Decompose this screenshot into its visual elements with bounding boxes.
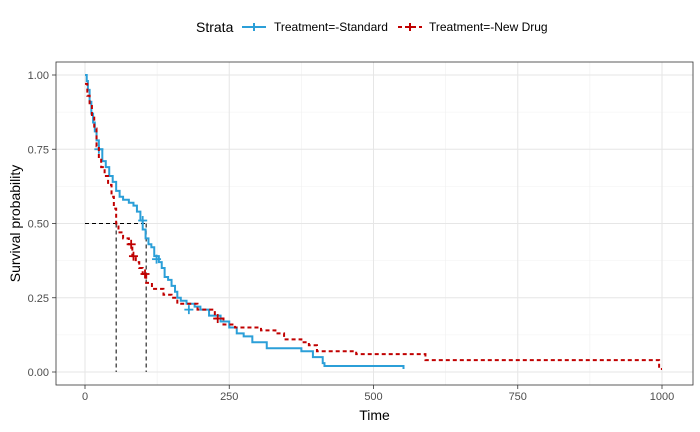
new-drug-censor-mark	[128, 251, 138, 261]
y-tick-label: 0.00	[28, 367, 49, 379]
legend-label: Treatment=-Standard	[274, 20, 388, 34]
standard-censor-mark	[184, 305, 194, 315]
legend-item-standard: Treatment=-Standard	[242, 20, 388, 34]
x-tick-label: 1000	[650, 391, 674, 403]
legend: Strata Treatment=-Standard Treatment=-New…	[196, 19, 548, 35]
x-tick-label: 0	[82, 391, 88, 403]
new-drug-survival-curve	[85, 82, 662, 371]
standard-censor-mark	[152, 254, 162, 264]
new-drug-censor-mark	[213, 314, 223, 324]
y-axis-title: Survival probability	[7, 165, 23, 283]
axes: 0 250 500 750 1000 0.00 0.25 0.50 0.75 1.00	[28, 70, 675, 403]
x-tick-label: 500	[364, 391, 382, 403]
y-tick-label: 0.75	[28, 144, 49, 156]
x-tick-label: 750	[509, 391, 527, 403]
new-drug-censor-mark	[140, 269, 150, 279]
x-tick-label: 250	[220, 391, 238, 403]
standard-censor-mark	[138, 216, 148, 226]
legend-label: Treatment=-New Drug	[429, 20, 548, 34]
grid	[56, 62, 693, 385]
new-drug-censor-mark	[126, 239, 136, 249]
x-axis-title: Time	[359, 407, 390, 423]
y-tick-label: 0.50	[28, 219, 49, 231]
legend-items: Treatment=-Standard Treatment=-New Drug	[242, 20, 548, 34]
legend-title: Strata	[196, 19, 234, 35]
legend-item-new-drug: Treatment=-New Drug	[398, 20, 548, 34]
y-tick-label: 1.00	[28, 70, 49, 82]
series-layer	[85, 74, 662, 371]
y-tick-label: 0.25	[28, 293, 49, 305]
